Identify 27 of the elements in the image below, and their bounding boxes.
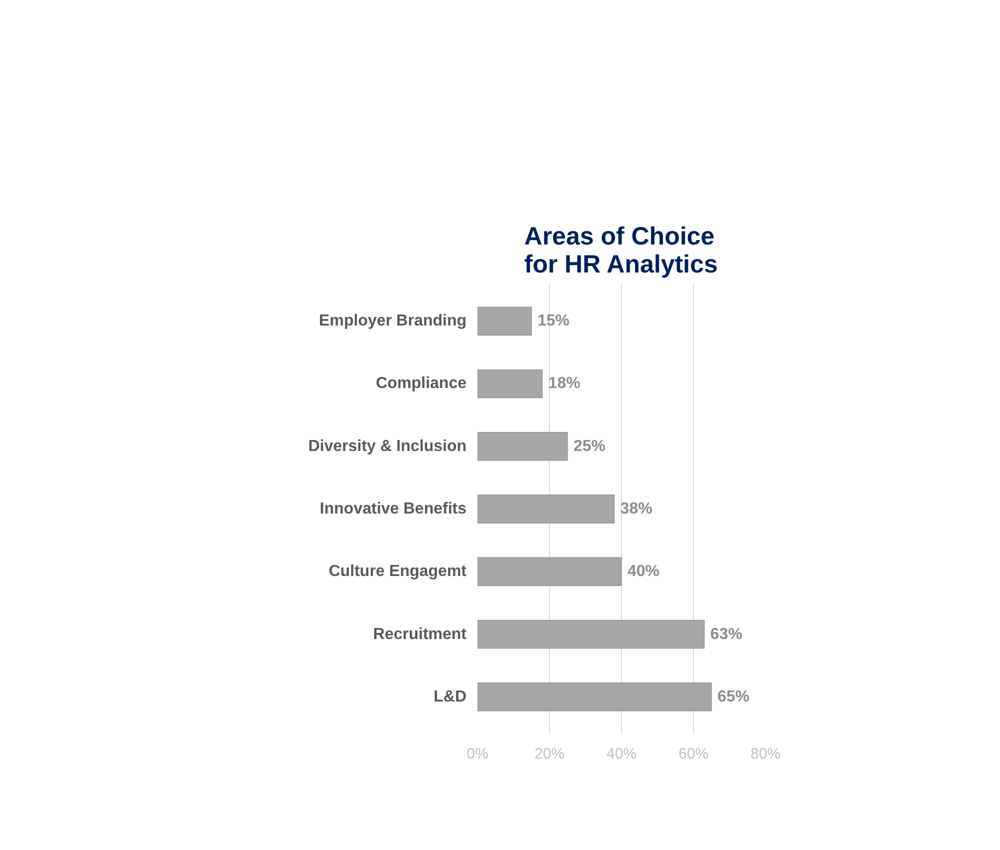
y-tick-label: Compliance xyxy=(376,375,467,392)
bar xyxy=(478,682,712,712)
data-label: 25% xyxy=(574,438,606,455)
y-tick-label: Innovative Benefits xyxy=(320,500,467,518)
x-tick-label: 40% xyxy=(606,746,637,762)
bar xyxy=(478,494,615,524)
y-tick-label: Employer Branding xyxy=(318,312,466,330)
data-label: 65% xyxy=(718,688,750,706)
y-tick-label: Culture Engagemt xyxy=(328,563,468,580)
bar xyxy=(478,306,532,336)
x-tick-label: 80% xyxy=(750,746,781,762)
bar xyxy=(478,620,705,649)
data-label: 18% xyxy=(548,375,580,392)
data-label: 40% xyxy=(628,563,660,580)
data-label: 38% xyxy=(620,500,652,518)
y-tick-label: Diversity & Inclusion xyxy=(308,438,466,455)
chart-title: Areas of Choice for HR Analytics xyxy=(524,222,718,278)
y-tick-label: L&D xyxy=(434,688,467,706)
data-label: 15% xyxy=(538,312,570,330)
x-tick-label: 0% xyxy=(466,746,488,762)
bar xyxy=(478,557,622,586)
x-tick-label: 60% xyxy=(678,746,709,762)
data-label: 63% xyxy=(710,626,742,643)
x-tick-label: 20% xyxy=(534,746,565,762)
bar xyxy=(478,432,568,461)
y-tick-label: Recruitment xyxy=(373,626,468,643)
bar xyxy=(478,369,543,398)
